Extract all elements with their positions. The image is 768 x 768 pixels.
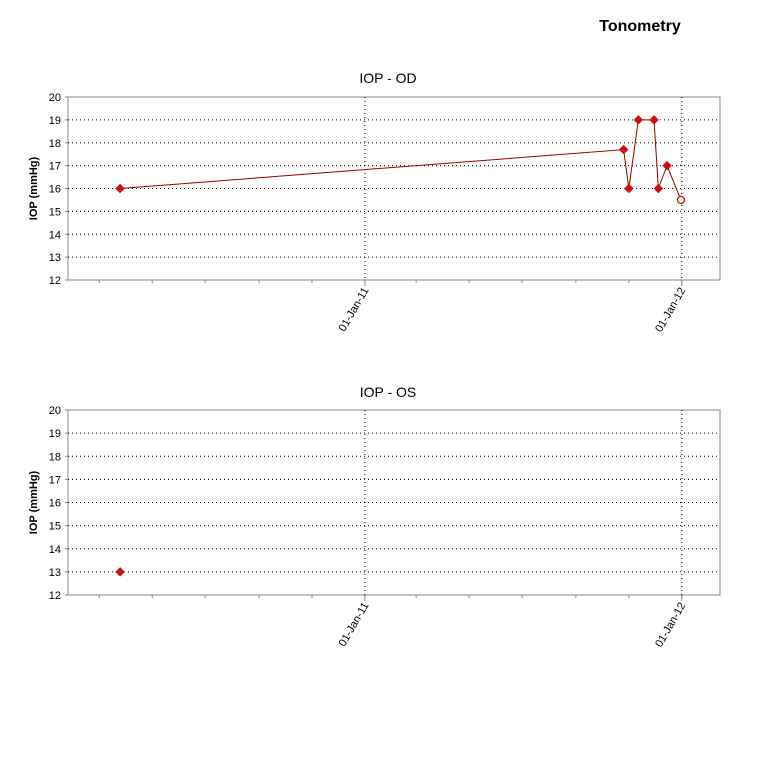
y-tick-label: 20 (49, 405, 61, 417)
chart-title: IOP - OD (359, 70, 416, 86)
y-tick-label: 13 (49, 567, 61, 579)
y-axis-label: IOP (mmHg) (28, 470, 40, 534)
chart-title: IOP - OS (360, 384, 417, 400)
y-tick-label: 15 (49, 206, 61, 218)
y-tick-label: 18 (49, 451, 61, 463)
plot-area (67, 409, 721, 596)
y-tick-label: 17 (49, 161, 61, 173)
x-tick-label: 01-Jan-11 (337, 601, 372, 649)
x-tick-label: 01-Jan-12 (653, 601, 688, 650)
data-point (633, 115, 644, 125)
y-tick-label: 14 (49, 544, 61, 556)
data-point (115, 183, 125, 194)
page-title: Tonometry (599, 18, 681, 35)
y-tick-label: 19 (49, 428, 61, 440)
y-axis-label: IOP (mmHg) (28, 156, 40, 220)
data-point (653, 183, 664, 194)
y-tick-label: 12 (49, 275, 61, 287)
y-tick-label: 17 (49, 474, 61, 486)
data-point (649, 115, 659, 125)
y-tick-label: 20 (49, 92, 61, 104)
y-tick-label: 14 (49, 229, 61, 241)
y-tick-label: 15 (49, 521, 61, 533)
x-tick-label: 01-Jan-12 (653, 286, 688, 335)
chart-os: IOP - OS 12 13 14 15 16 17 18 19 20 01-Jan-11 01-Ja… (28, 384, 721, 650)
y-tick-label: 16 (49, 498, 61, 510)
data-point (618, 144, 629, 155)
x-tick-label: 01-Jan-11 (337, 286, 372, 334)
data-point (662, 160, 672, 171)
series-line (120, 119, 682, 201)
y-tick-label: 19 (49, 115, 61, 127)
data-point (676, 195, 686, 205)
y-tick-label: 16 (49, 184, 61, 196)
data-point (115, 567, 125, 577)
plot-area (67, 96, 721, 281)
chart-od: IOP - OD 12 13 14 15 16 17 18 19 20 01-Jan-11 01-Ja… (28, 70, 721, 335)
y-tick-label: 12 (49, 590, 61, 602)
data-point (623, 183, 634, 194)
y-tick-label: 18 (49, 138, 61, 150)
y-tick-label: 13 (49, 252, 61, 264)
